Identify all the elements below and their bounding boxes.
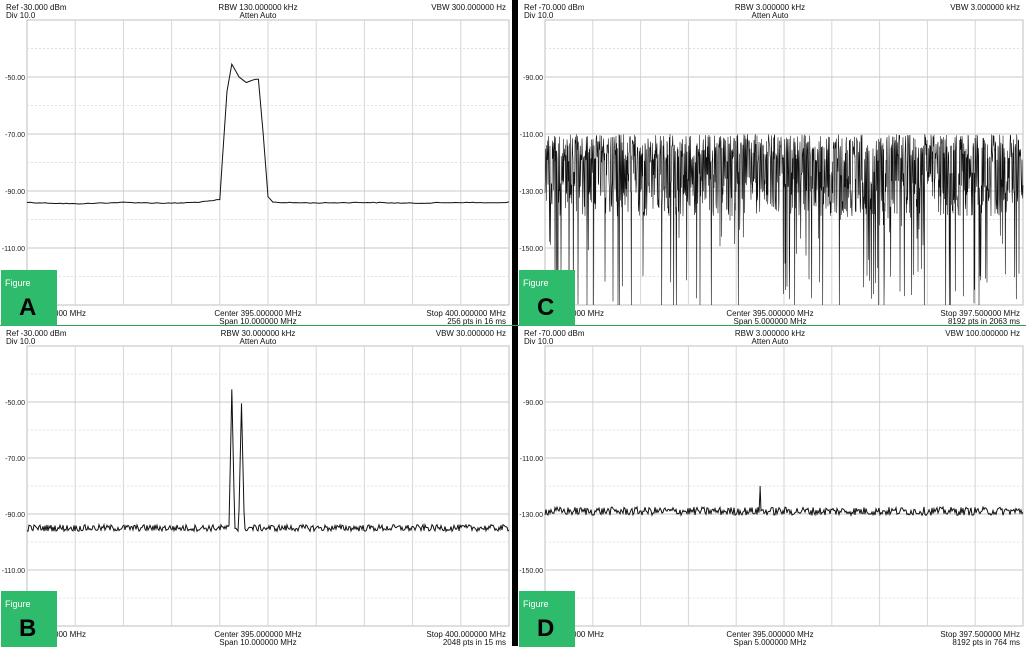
rbw: RBW 3.000000 kHz <box>734 3 806 12</box>
spectrum-plot-a: -50.00-70.00-90.00-110.00-130.00 <box>1 19 510 310</box>
vbw: VBW 300.000000 Hz <box>431 3 506 12</box>
spectrum-plot-d: -90.00-110.00-130.00-150.00-170.00 <box>519 345 1024 631</box>
figure-badge-a: Figure A <box>1 270 57 326</box>
figure-badge-letter: A <box>19 294 37 321</box>
panel-divider-horizontal <box>0 325 1026 326</box>
span: Span 5.000000 MHz <box>733 317 807 326</box>
ref-level: Ref -30.000 dBm <box>6 329 67 338</box>
figure-badge-label: Figure <box>5 599 31 609</box>
span: Span 10.000000 MHz <box>219 317 297 326</box>
trace-line <box>544 133 1024 306</box>
div-scale: Div 10.0 <box>6 337 36 346</box>
atten: Atten Auto <box>751 11 789 20</box>
ref-level: Ref -70.000 dBm <box>524 3 585 12</box>
center-freq: Center 395.000000 MHz <box>214 309 302 318</box>
y-tick-label: -110.00 <box>520 456 543 463</box>
stop-freq: Stop 397.500000 MHz <box>940 309 1020 318</box>
vbw: VBW 100.000000 Hz <box>945 329 1020 338</box>
y-tick-label: -110.00 <box>2 568 25 575</box>
y-tick-label: -90.00 <box>523 75 543 82</box>
panel-c: Ref -70.000 dBm Div 10.0 RBW 3.000000 kH… <box>518 0 1026 326</box>
center-freq: Center 395.000000 MHz <box>214 630 302 639</box>
trace-line <box>26 389 510 533</box>
sweep-points: 8192 pts in 764 ms <box>952 638 1020 647</box>
atten: Atten Auto <box>239 337 277 346</box>
atten: Atten Auto <box>751 337 789 346</box>
y-tick-label: -90.00 <box>5 189 25 196</box>
panel-b: Ref -30.000 dBm Div 10.0 RBW 30.000000 k… <box>0 326 512 647</box>
figure-badge-b: Figure B <box>1 591 57 647</box>
div-scale: Div 10.0 <box>524 337 554 346</box>
center-freq: Center 395.000000 MHz <box>726 309 814 318</box>
stop-freq: Stop 400.000000 MHz <box>426 630 506 639</box>
atten: Atten Auto <box>239 11 277 20</box>
figure-badge-d: Figure D <box>519 591 575 647</box>
panel-a: Ref -30.000 dBm Div 10.0 RBW 130.000000 … <box>0 0 512 326</box>
figure-badge-c: Figure C <box>519 270 575 326</box>
y-tick-label: -90.00 <box>5 512 25 519</box>
div-scale: Div 10.0 <box>6 11 36 20</box>
rbw: RBW 30.000000 kHz <box>220 329 296 338</box>
y-tick-label: -70.00 <box>5 456 25 463</box>
sweep-points: 8192 pts in 2063 ms <box>947 317 1020 326</box>
sweep-points: 2048 pts in 15 ms <box>442 638 506 647</box>
trace-line <box>26 62 510 205</box>
figure-badge-letter: B <box>19 615 37 642</box>
figure-badge-letter: D <box>537 615 555 642</box>
vbw: VBW 3.000000 kHz <box>950 3 1020 12</box>
figure-badge-label: Figure <box>5 278 31 288</box>
ref-level: Ref -30.000 dBm <box>6 3 67 12</box>
figure-badge-label: Figure <box>523 278 549 288</box>
spectrum-plot-c: -90.00-110.00-130.00-150.00-170.00 <box>519 19 1024 310</box>
vbw: VBW 30.000000 Hz <box>435 329 506 338</box>
stop-freq: Stop 400.000000 MHz <box>426 309 506 318</box>
div-scale: Div 10.0 <box>524 11 554 20</box>
center-freq: Center 395.000000 MHz <box>726 630 814 639</box>
y-tick-label: -130.00 <box>519 512 543 519</box>
rbw: RBW 3.000000 kHz <box>734 329 806 338</box>
y-tick-label: -50.00 <box>5 75 25 82</box>
panel-divider-vertical <box>512 0 518 646</box>
sweep-points: 256 pts in 16 ms <box>447 317 506 326</box>
y-tick-label: -150.00 <box>519 568 543 575</box>
ref-level: Ref -70.000 dBm <box>524 329 585 338</box>
figure-badge-label: Figure <box>523 599 549 609</box>
trace-line <box>544 485 1024 517</box>
span: Span 10.000000 MHz <box>219 638 297 647</box>
span: Span 5.000000 MHz <box>733 638 807 647</box>
rbw: RBW 130.000000 kHz <box>218 3 298 12</box>
y-tick-label: -90.00 <box>523 400 543 407</box>
y-tick-label: -50.00 <box>5 400 25 407</box>
stop-freq: Stop 397.500000 MHz <box>940 630 1020 639</box>
figure-badge-letter: C <box>537 294 555 321</box>
y-tick-label: -150.00 <box>519 246 543 253</box>
y-tick-label: -130.00 <box>519 189 543 196</box>
panel-d: Ref -70.000 dBm Div 10.0 RBW 3.000000 kH… <box>518 326 1026 647</box>
y-tick-label: -110.00 <box>2 246 25 253</box>
spectrum-plot-b: -50.00-70.00-90.00-110.00-130.00 <box>1 345 510 631</box>
y-tick-label: -110.00 <box>520 132 543 139</box>
y-tick-label: -70.00 <box>5 132 25 139</box>
